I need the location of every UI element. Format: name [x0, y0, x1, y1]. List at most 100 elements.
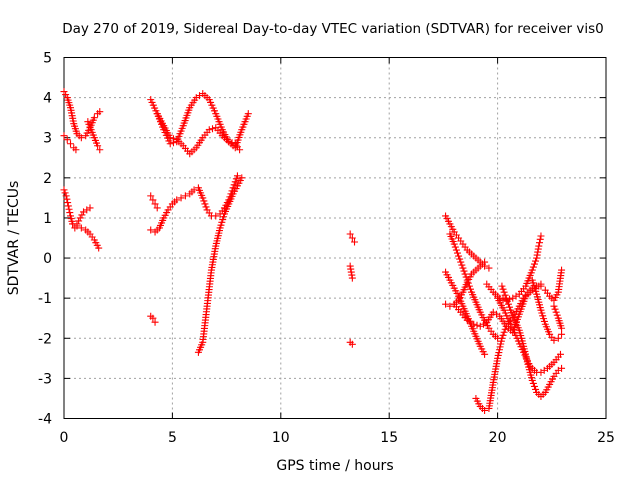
data-point: [470, 320, 478, 328]
data-point: [455, 252, 463, 260]
y-tick-label: 0: [43, 251, 52, 267]
data-point: [64, 202, 72, 210]
data-point: [500, 288, 508, 296]
data-point: [202, 203, 210, 211]
data-point: [558, 266, 566, 274]
data-point: [451, 243, 459, 251]
data-point: [232, 175, 240, 183]
chart-title: Day 270 of 2019, Sidereal Day-to-day VTE…: [62, 21, 604, 37]
data-point: [62, 91, 70, 99]
data-point: [532, 385, 540, 393]
data-point: [452, 246, 460, 254]
data-point: [467, 285, 474, 293]
y-tick-label: 3: [43, 131, 52, 147]
series-track-20: [472, 282, 545, 414]
data-point: [94, 142, 102, 150]
data-point: [200, 197, 208, 205]
data-point: [457, 258, 465, 266]
data-point: [77, 224, 85, 232]
data-point: [553, 311, 561, 319]
data-point: [537, 232, 545, 240]
series-track-1: [60, 88, 104, 142]
data-point: [205, 126, 213, 134]
data-point: [153, 204, 161, 212]
data-point: [63, 136, 71, 144]
series-track-4: [60, 186, 94, 232]
data-point: [502, 294, 510, 302]
y-tick-label: -4: [38, 412, 52, 428]
data-point: [481, 406, 489, 414]
data-point: [499, 331, 507, 339]
series-track-21: [483, 232, 545, 304]
data-point: [166, 134, 174, 142]
data-point: [96, 108, 104, 116]
data-point: [498, 334, 506, 342]
data-point: [530, 260, 538, 268]
data-point: [69, 220, 77, 228]
data-point: [64, 199, 72, 207]
series-track-5: [69, 220, 103, 252]
series-track-26: [550, 302, 566, 332]
data-point: [346, 230, 354, 238]
data-point: [77, 134, 85, 142]
data-point: [558, 324, 566, 332]
data-point: [501, 325, 509, 333]
data-point: [230, 181, 238, 189]
data-point: [348, 234, 356, 242]
data-point: [209, 125, 217, 133]
data-point: [173, 196, 181, 204]
data-point: [550, 336, 558, 344]
x-tick-label: 0: [60, 430, 69, 446]
data-point: [442, 300, 450, 308]
data-point: [147, 226, 155, 234]
data-point: [450, 240, 458, 248]
data-point: [465, 282, 473, 290]
data-point: [60, 88, 68, 96]
axis-ticks: 0 5 10 15 20 25 -4 -3 -2 -1 0 1 2 3 4 5: [38, 51, 615, 447]
data-point: [528, 266, 536, 274]
data-point: [63, 195, 71, 203]
data-point: [556, 350, 564, 358]
data-point: [244, 110, 252, 118]
data-point: [78, 211, 86, 219]
data-point: [529, 263, 537, 271]
data-point: [551, 305, 559, 313]
y-tick-label: -1: [38, 291, 52, 307]
data-point: [67, 140, 75, 148]
data-point: [348, 274, 356, 282]
data-point: [499, 285, 507, 293]
data-point: [503, 297, 511, 305]
data-point: [504, 300, 512, 308]
series-track-11: [194, 174, 246, 356]
data-point: [60, 132, 68, 140]
data-point: [181, 192, 189, 200]
data-point: [500, 328, 508, 336]
data-point: [458, 261, 466, 269]
data-point: [453, 249, 461, 257]
data-point: [537, 282, 545, 290]
x-axis-label: GPS time / hours: [276, 458, 393, 474]
data-point: [558, 330, 566, 338]
data-point: [536, 239, 544, 247]
series-track-13: [346, 262, 356, 282]
data-point: [169, 135, 177, 143]
data-point: [238, 174, 246, 182]
data-point: [351, 238, 359, 246]
y-tick-label: 2: [43, 171, 52, 187]
x-tick-label: 15: [380, 430, 398, 446]
data-point: [535, 242, 543, 250]
data-point: [481, 258, 489, 266]
data-point: [462, 273, 470, 281]
data-point: [554, 334, 562, 342]
data-point: [506, 303, 514, 311]
y-tick-label: -2: [38, 331, 52, 347]
data-point: [536, 235, 544, 243]
data-point: [446, 302, 454, 310]
data-point: [151, 318, 159, 326]
series-track-3: [84, 118, 104, 154]
data-point: [66, 209, 74, 217]
series-track-23: [498, 282, 566, 400]
series-track-17: [442, 268, 489, 358]
data-point: [212, 212, 220, 220]
